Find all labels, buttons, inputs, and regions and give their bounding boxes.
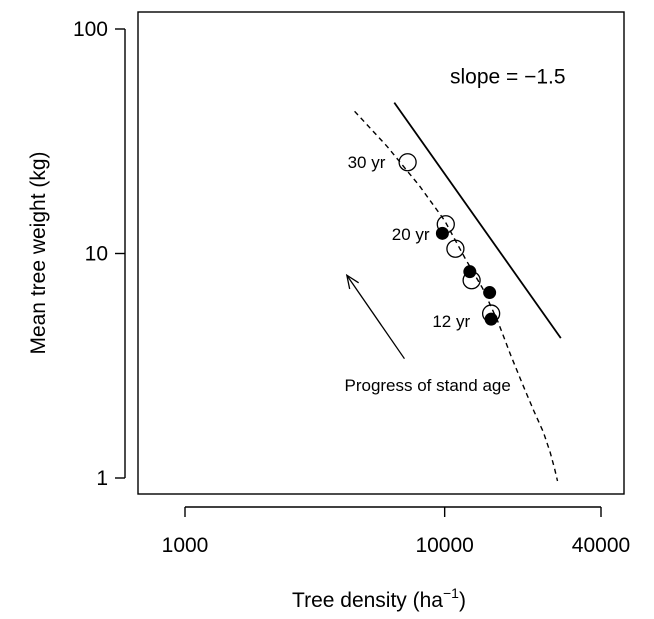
data-points: [398, 153, 501, 326]
plot-frame: [137, 11, 625, 495]
annotation-text: slope = −1.5: [450, 66, 566, 89]
x-axis-label-close: ): [459, 589, 466, 612]
filled-circle-point: [435, 226, 449, 240]
x-axis-label-main: Tree density (ha: [292, 589, 443, 612]
dashed-trajectory-line: [354, 110, 559, 482]
annotation-text: 30 yr: [348, 153, 386, 172]
open-circle-point: [398, 153, 417, 172]
x-axis-label: Tree density (ha−1): [292, 585, 466, 612]
annotations: slope = −1.5 30 yr 20 yr 12 yr Progress of s…: [344, 66, 565, 395]
y-tick-label: 10: [85, 243, 108, 266]
filled-circle-point: [484, 312, 498, 326]
slope-reference-line: [393, 102, 562, 339]
x-tick-label: 10000: [415, 534, 473, 557]
annotation-text: Progress of stand age: [344, 376, 510, 395]
y-axis-label: Mean tree weight (kg): [27, 151, 50, 354]
filled-circle-point: [463, 265, 477, 279]
fitted-curves: [354, 102, 562, 482]
filled-circle-point: [483, 286, 497, 300]
annotation-text: 12 yr: [432, 312, 470, 331]
stand-age-arrow-head: [345, 273, 359, 290]
x-tick-label: 40000: [572, 534, 630, 557]
stand-age-arrow-shaft: [346, 274, 405, 360]
x-tick-label: 1000: [162, 534, 209, 557]
axes: 1000 10000 40000 1 10 100: [73, 18, 630, 557]
y-tick-label: 1: [96, 467, 108, 490]
annotation-text: 20 yr: [392, 225, 430, 244]
open-circle-point: [446, 239, 465, 258]
x-axis-label-superscript: −1: [443, 585, 459, 601]
y-tick-label: 100: [73, 18, 108, 41]
